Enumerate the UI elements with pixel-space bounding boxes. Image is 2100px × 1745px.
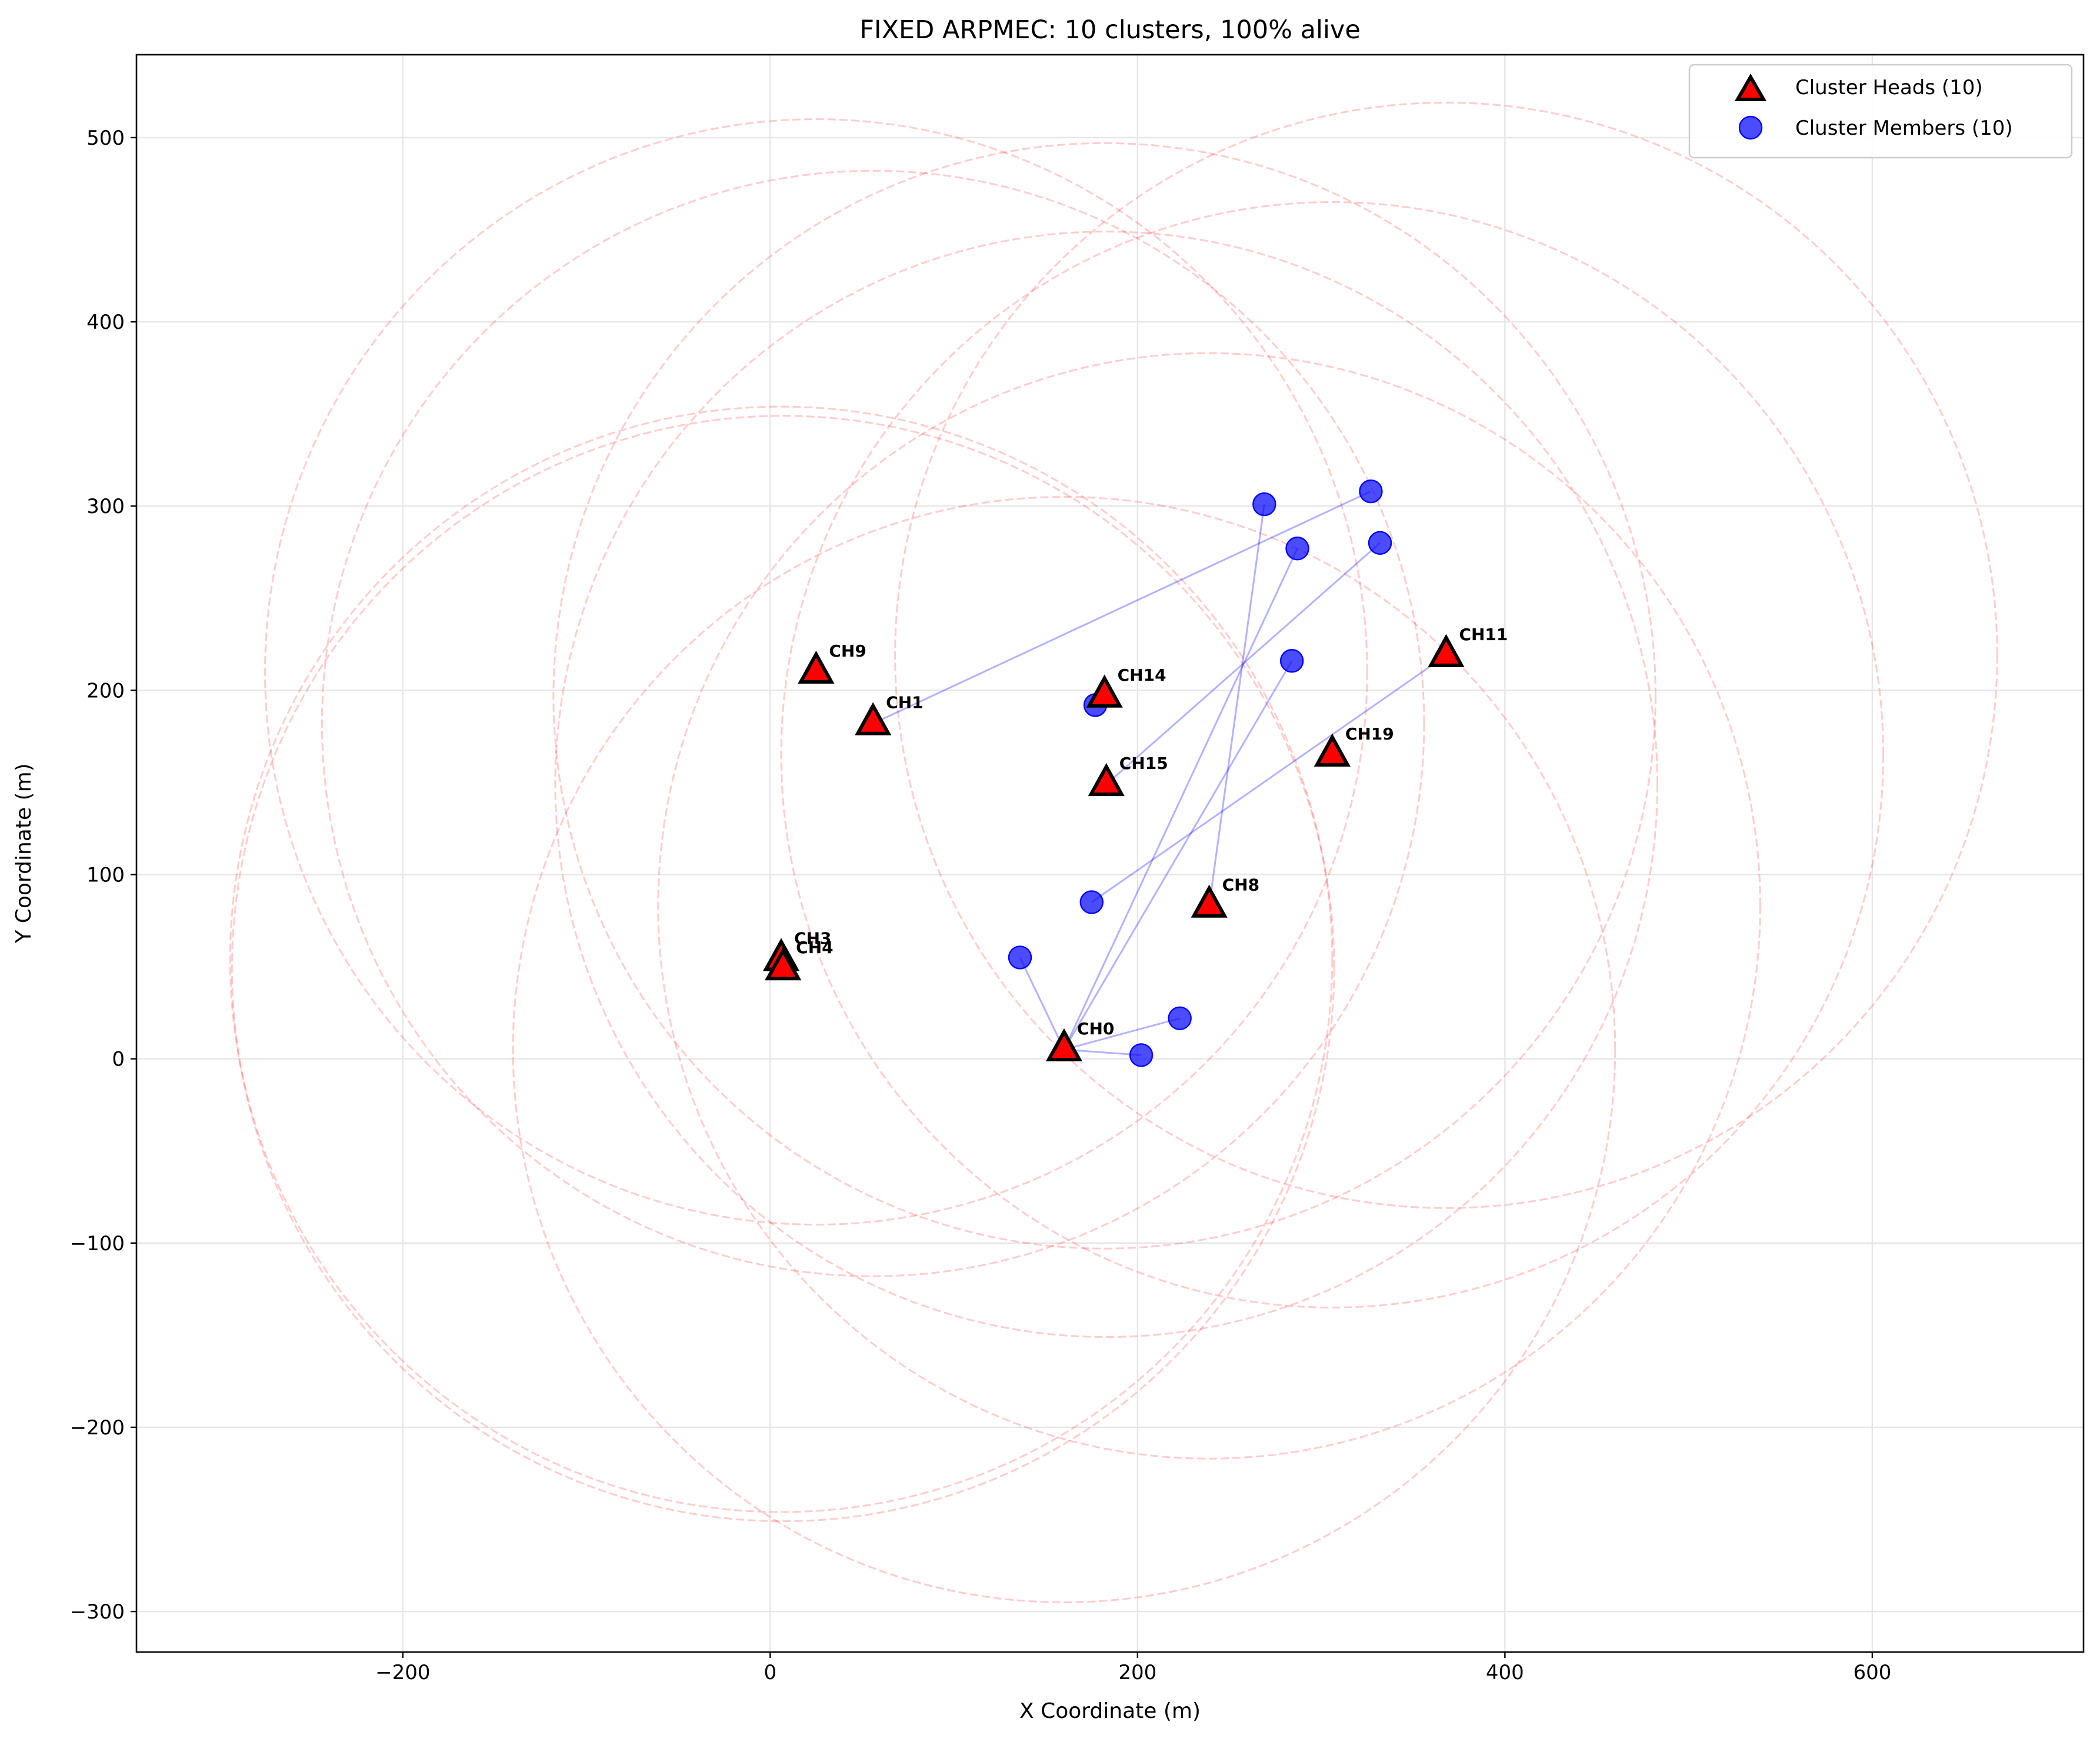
range-circle-ch11 [894,101,1998,1209]
cluster-head-ch15 [1088,762,1125,797]
x-tick-label: 400 [1486,1661,1524,1684]
y-tick-label: 0 [112,1048,125,1071]
y-axis-label: Y Coordinate (m) [12,763,36,943]
range-circle-ch3 [229,405,1334,1513]
member-link-2 [1063,548,1298,1050]
member-link-7 [1019,957,1065,1050]
y-tick-label: 300 [86,495,125,518]
cluster-head-label-ch3: CH3 [794,929,831,948]
range-circle-ch14 [552,142,1656,1250]
member-link-8 [1064,1017,1181,1051]
y-axis-ticks: −300 −200 −100 0 100 200 300 400 500 [70,126,136,1624]
cluster-head-ch8 [1191,884,1228,918]
range-circle-ch8 [657,352,1761,1460]
cluster-head-ch11 [1428,634,1465,667]
cluster-head-ch4 [765,947,802,981]
cluster-head-label-ch14: CH14 [1118,665,1166,685]
y-tick-label: −300 [70,1600,125,1624]
cluster-head-label-ch11: CH11 [1459,625,1508,644]
range-circle-ch4 [231,415,1335,1523]
cluster-head-ch14 [1086,674,1123,708]
cluster-head-ch1 [855,702,892,735]
legend-members-label: Cluster Members (10) [1795,116,2013,140]
cluster-member-1 [1359,479,1383,504]
cluster-head-ch19 [1314,733,1351,767]
cluster-head-ch0 [1045,1028,1083,1062]
member-link-9 [1064,1048,1142,1056]
plot-frame [135,54,2085,1653]
y-tick-label: 100 [86,864,125,887]
member-link-4 [1063,660,1293,1050]
range-circle-ch0 [512,496,1616,1603]
range-circle-ch15 [554,231,1659,1338]
range-circles [229,101,1998,1603]
x-tick-label: 600 [1853,1661,1891,1684]
member-link-1 [872,490,1372,725]
x-tick-label: 200 [1118,1661,1156,1684]
y-tick-label: −100 [70,1232,125,1256]
cluster-head-label-ch1: CH1 [886,693,923,712]
chart-title: FIXED ARPMEC: 10 clusters, 100% alive [859,15,1361,45]
range-circle-ch9 [264,118,1368,1226]
x-tick-label: 0 [764,1661,776,1684]
y-tick-label: 500 [86,126,125,150]
range-circle-ch19 [780,201,1885,1308]
cluster-head-label-ch8: CH8 [1222,875,1259,895]
cluster-head-label-ch4: CH4 [796,938,833,957]
x-axis-label: X Coordinate (m) [1019,1699,1201,1723]
member-link-3 [1105,542,1381,785]
legend-box [1688,64,2073,159]
cluster-member-8 [1168,1006,1192,1030]
cluster-head-label-ch9: CH9 [829,641,866,661]
cluster-member-4 [1279,649,1304,673]
cluster-members [1008,479,1392,1067]
cluster-head-label-ch0: CH0 [1077,1019,1114,1038]
x-tick-label: −200 [375,1661,430,1684]
cluster-head-label-ch15: CH15 [1119,754,1168,773]
cluster-member-7 [1008,945,1032,970]
y-tick-label: 200 [86,679,125,702]
legend: Cluster Heads (10) Cluster Members (10) [1688,64,2073,159]
range-circle-ch1 [321,169,1425,1277]
cluster-heads [762,634,1465,1062]
cluster-links [872,490,1447,1056]
x-axis-ticks: −200 0 200 400 600 [375,1652,1891,1684]
member-link-6 [1091,654,1447,903]
cluster-head-ch9 [798,650,835,684]
y-tick-label: 400 [86,311,125,334]
cluster-member-2 [1285,537,1309,561]
y-tick-label: −200 [70,1416,125,1440]
cluster-head-label-ch19: CH19 [1345,724,1394,744]
member-link-0 [1208,504,1265,906]
legend-member-marker [1738,115,1763,140]
legend-head-marker [1734,74,1767,101]
cluster-member-0 [1252,492,1276,517]
cluster-member-6 [1079,890,1104,914]
cluster-member-3 [1368,531,1392,555]
cluster-member-9 [1129,1043,1154,1067]
legend-heads-label: Cluster Heads (10) [1795,76,1983,99]
